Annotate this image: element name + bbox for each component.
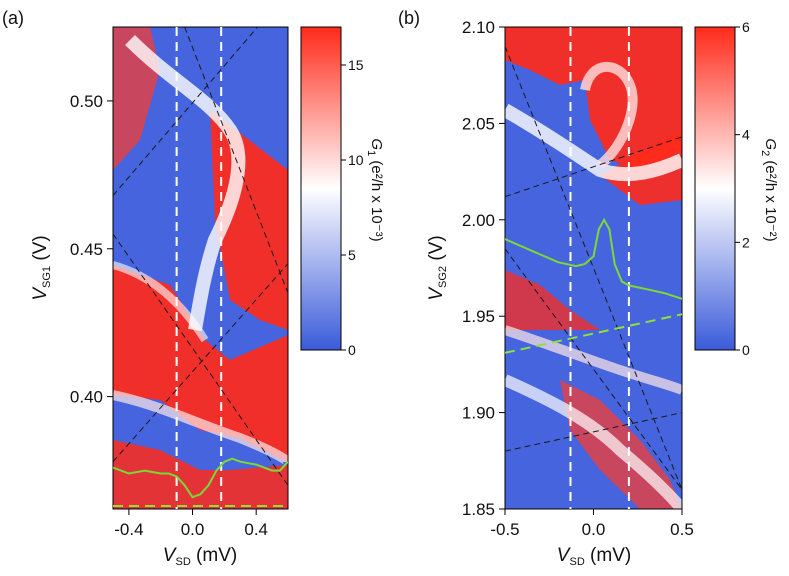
panel-b-colorbar-label: G2 (e²/h x 10⁻²) <box>759 138 779 241</box>
panel-b-green-dashed-line <box>505 313 682 354</box>
panel-a-y-axis-label: VSG1 (V) <box>30 235 53 300</box>
panel-a-y-ticks: 0.40 0.45 0.50 <box>70 92 113 407</box>
y-tick-label-0: 1.85 <box>462 500 495 519</box>
panel-b-white-dashed-lines <box>569 27 630 509</box>
x-tick-label-1: 0.0 <box>582 520 606 539</box>
black-dashed-line-0 <box>113 27 259 196</box>
black-dashed-line-0 <box>505 136 682 198</box>
y-tick-label-4: 2.05 <box>462 114 495 133</box>
panel-b-green-trace <box>505 217 682 300</box>
y-tick-label-0: 0.40 <box>70 388 103 407</box>
colorbar-tick-label-0: 0 <box>742 342 750 358</box>
x-tick-label-0: -0.4 <box>114 520 143 539</box>
panel-a: (a) -0.4 0.0 0.4 0.40 0.45 0.50 VSD (mV) VSG… <box>2 8 385 568</box>
panel-b: (b) -0.5 0.0 0.5 1.851.901.952.002.052.10 … <box>398 8 779 568</box>
panel-b-colorbar <box>694 26 736 351</box>
panel-a-colorbar-ticks: 0 5 10 15 <box>341 57 364 358</box>
panel-a-frame <box>112 26 289 510</box>
x-tick-label-0: -0.5 <box>490 520 519 539</box>
panel-b-heatmap <box>505 27 682 509</box>
panel-b-black-dashed-lines <box>505 46 682 491</box>
y-tick-label-1: 1.90 <box>462 404 495 423</box>
y-tick-label-3: 2.00 <box>462 211 495 230</box>
panel-a-heatmap <box>113 27 288 509</box>
panel-b-x-axis-label: VSD (mV) <box>557 545 631 568</box>
y-tick-label-1: 0.45 <box>70 240 103 259</box>
panel-a-green-trace <box>113 457 288 499</box>
panel-a-colorbar-label: G1 (e²/h x 10⁻³) <box>365 138 385 241</box>
colorbar-tick-label-2: 10 <box>348 152 364 168</box>
panel-b-x-ticks: -0.5 0.0 0.5 <box>490 509 694 539</box>
y-tick-label-2: 0.50 <box>70 92 103 111</box>
colorbar-tick-label-2: 4 <box>742 127 750 143</box>
y-tick-label-2: 1.95 <box>462 307 495 326</box>
panel-a-colorbar <box>300 26 342 351</box>
panel-a-black-dashed-lines <box>113 27 288 486</box>
black-dashed-line-3 <box>184 27 288 294</box>
colorbar-tick-label-0: 0 <box>348 342 356 358</box>
green-conductance-trace <box>505 217 682 300</box>
black-dashed-line-1 <box>505 412 682 452</box>
panel-a-label: (a) <box>2 8 24 28</box>
colorbar-tick-label-3: 15 <box>348 57 364 73</box>
panel-a-x-ticks: -0.4 0.0 0.4 <box>114 509 268 539</box>
black-dashed-line-2 <box>113 233 288 486</box>
panel-b-y-axis-label: VSG2 (V) <box>426 235 449 300</box>
x-tick-label-1: 0.0 <box>181 520 205 539</box>
panel-a-x-axis-label: VSD (mV) <box>163 545 237 568</box>
x-tick-label-2: 0.5 <box>670 520 694 539</box>
panel-b-label: (b) <box>398 8 420 28</box>
green-conductance-trace <box>113 457 288 499</box>
y-tick-label-5: 2.10 <box>462 18 495 37</box>
panel-b-y-ticks: 1.85 1.90 1.95 2.00 2.05 2.10 <box>462 18 505 519</box>
black-dashed-line-1 <box>113 263 288 463</box>
x-tick-label-2: 0.4 <box>244 520 268 539</box>
colorbar-tick-label-1: 5 <box>348 247 356 263</box>
panel-a-white-dashed-lines <box>175 27 223 509</box>
colorbar-tick-label-3: 6 <box>742 19 750 35</box>
panel-b-colorbar-ticks: 0 2 4 6 <box>735 19 750 358</box>
green-dashed-line <box>505 313 682 354</box>
colorbar-tick-label-1: 2 <box>742 234 750 250</box>
